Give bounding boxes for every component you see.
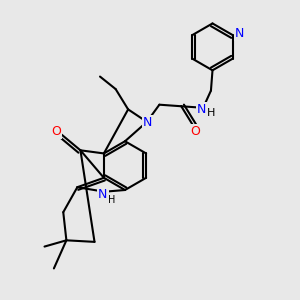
Text: N: N [235,27,244,40]
Text: O: O [190,125,200,138]
Text: N: N [98,188,107,201]
Text: H: H [108,194,116,205]
Text: O: O [51,125,61,138]
Text: N: N [143,116,152,129]
Text: H: H [207,108,215,118]
Text: N: N [197,103,206,116]
